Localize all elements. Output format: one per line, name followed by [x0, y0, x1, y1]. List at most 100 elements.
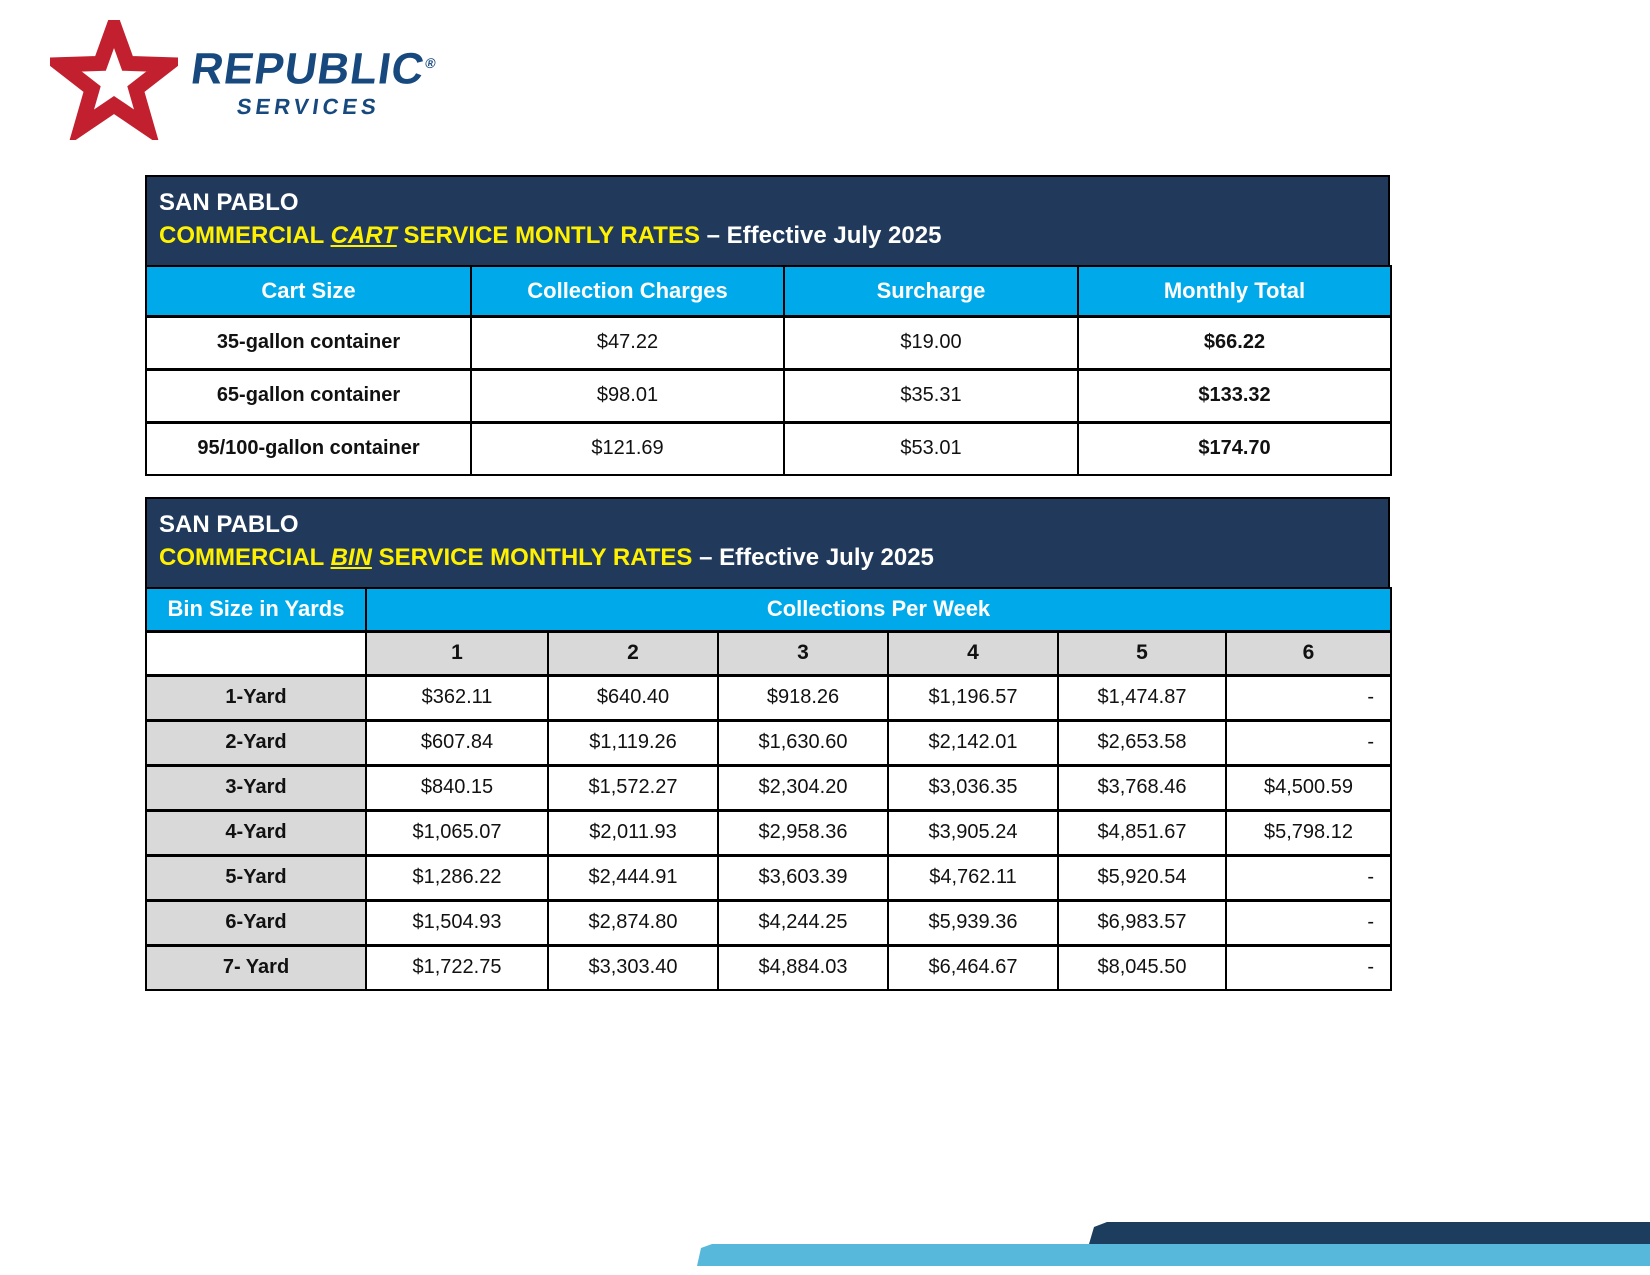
rate-cell: $5,939.36 — [887, 898, 1059, 946]
registered-mark: ® — [424, 54, 438, 71]
collection-cell: $121.69 — [470, 420, 785, 476]
rate-cell: $1,286.22 — [365, 853, 549, 901]
rate-cell: $1,722.75 — [365, 943, 549, 991]
col-header-monthly-total: Monthly Total — [1077, 265, 1392, 317]
rate-cell: $3,303.40 — [547, 943, 719, 991]
cart-title-suffix: SERVICE MONTLY RATES — [396, 222, 707, 249]
rate-cell: $8,045.50 — [1057, 943, 1227, 991]
collection-cell: $47.22 — [470, 314, 785, 370]
week-count-5: 5 — [1057, 629, 1227, 676]
rate-cell: - — [1225, 853, 1392, 901]
rate-cell: $4,244.25 — [717, 898, 889, 946]
cart-table-title: SAN PABLO COMMERCIAL CART SERVICE MONTLY… — [145, 175, 1390, 265]
rate-cell: $1,504.93 — [365, 898, 549, 946]
table-row: 95/100-gallon container $121.69 $53.01 $… — [145, 420, 1392, 476]
cart-title-prefix: COMMERCIAL — [159, 222, 331, 249]
rate-cell: $840.15 — [365, 763, 549, 811]
rate-cell: $2,011.93 — [547, 808, 719, 856]
surcharge-cell: $35.31 — [783, 367, 1079, 423]
col-header-collections-per-week: Collections Per Week — [365, 587, 1392, 632]
col-header-collection-charges: Collection Charges — [470, 265, 785, 317]
cart-title-line: COMMERCIAL CART SERVICE MONTLY RATES – E… — [159, 219, 1376, 253]
rate-cell: $4,762.11 — [887, 853, 1059, 901]
rate-cell: $3,768.46 — [1057, 763, 1227, 811]
total-cell: $174.70 — [1077, 420, 1392, 476]
table-row: 35-gallon container $47.22 $19.00 $66.22 — [145, 314, 1392, 370]
table-row: 2-Yard $607.84 $1,119.26 $1,630.60 $2,14… — [145, 718, 1392, 766]
rate-cell: $918.26 — [717, 673, 889, 721]
rate-cell: - — [1225, 898, 1392, 946]
rate-cell: $2,142.01 — [887, 718, 1059, 766]
rate-cell: $3,603.39 — [717, 853, 889, 901]
surcharge-cell: $19.00 — [783, 314, 1079, 370]
footer-blue-bar — [697, 1244, 1650, 1266]
bin-size-label: 3-Yard — [145, 763, 367, 811]
bin-city: SAN PABLO — [159, 511, 299, 538]
table-row: 5-Yard $1,286.22 $2,444.91 $3,603.39 $4,… — [145, 853, 1392, 901]
table-row: 6-Yard $1,504.93 $2,874.80 $4,244.25 $5,… — [145, 898, 1392, 946]
bin-header-row: Bin Size in Yards Collections Per Week — [145, 587, 1392, 632]
week-count-4: 4 — [887, 629, 1059, 676]
total-cell: $133.32 — [1077, 367, 1392, 423]
rate-cell: $4,851.67 — [1057, 808, 1227, 856]
table-row: 4-Yard $1,065.07 $2,011.93 $2,958.36 $3,… — [145, 808, 1392, 856]
rate-cell: - — [1225, 943, 1392, 991]
bin-size-label: 4-Yard — [145, 808, 367, 856]
rate-cell: $2,958.36 — [717, 808, 889, 856]
col-header-cart-size: Cart Size — [145, 265, 472, 317]
rate-cell: $6,983.57 — [1057, 898, 1227, 946]
rate-cell: $2,304.20 — [717, 763, 889, 811]
rate-cell: $362.11 — [365, 673, 549, 721]
rate-cell: $5,920.54 — [1057, 853, 1227, 901]
col-header-surcharge: Surcharge — [783, 265, 1079, 317]
logo-wordmark: REPUBLIC® SERVICES — [184, 41, 439, 120]
bin-size-label: 2-Yard — [145, 718, 367, 766]
rate-cell: $1,065.07 — [365, 808, 549, 856]
cart-header-row: Cart Size Collection Charges Surcharge M… — [145, 265, 1392, 317]
rate-cell: $3,036.35 — [887, 763, 1059, 811]
collection-cell: $98.01 — [470, 367, 785, 423]
surcharge-cell: $53.01 — [783, 420, 1079, 476]
rate-cell: - — [1225, 718, 1392, 766]
rate-cell: $6,464.67 — [887, 943, 1059, 991]
rate-cell: - — [1225, 673, 1392, 721]
rate-cell: $1,119.26 — [547, 718, 719, 766]
bin-size-label: 1-Yard — [145, 673, 367, 721]
bin-title-effective-date: – Effective July 2025 — [699, 544, 934, 571]
table-row: 65-gallon container $98.01 $35.31 $133.3… — [145, 367, 1392, 423]
bin-size-label: 7- Yard — [145, 943, 367, 991]
week-count-3: 3 — [717, 629, 889, 676]
rate-cell: $3,905.24 — [887, 808, 1059, 856]
cart-title-effective-date: – Effective July 2025 — [706, 222, 942, 249]
bin-rates-section: SAN PABLO COMMERCIAL BIN SERVICE MONTHLY… — [145, 497, 1392, 991]
footer-navy-bar — [1089, 1222, 1650, 1244]
week-count-2: 2 — [547, 629, 719, 676]
rate-cell: $4,500.59 — [1225, 763, 1392, 811]
cart-title-emphasis: CART — [330, 222, 397, 249]
corner-empty-cell — [145, 629, 367, 676]
week-count-1: 1 — [365, 629, 549, 676]
rate-cell: $1,572.27 — [547, 763, 719, 811]
cart-city: SAN PABLO — [159, 189, 299, 216]
rate-cell: $4,884.03 — [717, 943, 889, 991]
logo-subtitle: SERVICES — [235, 93, 382, 119]
rate-cell: $2,653.58 — [1057, 718, 1227, 766]
logo-brand: REPUBLIC® — [188, 44, 438, 94]
table-row: 3-Yard $840.15 $1,572.27 $2,304.20 $3,03… — [145, 763, 1392, 811]
cart-rates-table: Cart Size Collection Charges Surcharge M… — [145, 265, 1392, 476]
week-count-header-row: 1 2 3 4 5 6 — [145, 629, 1392, 676]
rate-cell: $640.40 — [547, 673, 719, 721]
table-row: 7- Yard $1,722.75 $3,303.40 $4,884.03 $6… — [145, 943, 1392, 991]
cart-size-cell: 35-gallon container — [145, 314, 472, 370]
bin-title-prefix: COMMERCIAL — [159, 544, 331, 571]
rate-cell: $2,874.80 — [547, 898, 719, 946]
rate-cell: $607.84 — [365, 718, 549, 766]
bin-size-label: 6-Yard — [145, 898, 367, 946]
bin-title-line: COMMERCIAL BIN SERVICE MONTHLY RATES – E… — [159, 541, 1376, 575]
bin-rates-table: Bin Size in Yards Collections Per Week 1… — [145, 587, 1392, 991]
rate-cell: $1,474.87 — [1057, 673, 1227, 721]
rate-cell: $1,196.57 — [887, 673, 1059, 721]
week-count-6: 6 — [1225, 629, 1392, 676]
table-row: 1-Yard $362.11 $640.40 $918.26 $1,196.57… — [145, 673, 1392, 721]
cart-size-cell: 65-gallon container — [145, 367, 472, 423]
